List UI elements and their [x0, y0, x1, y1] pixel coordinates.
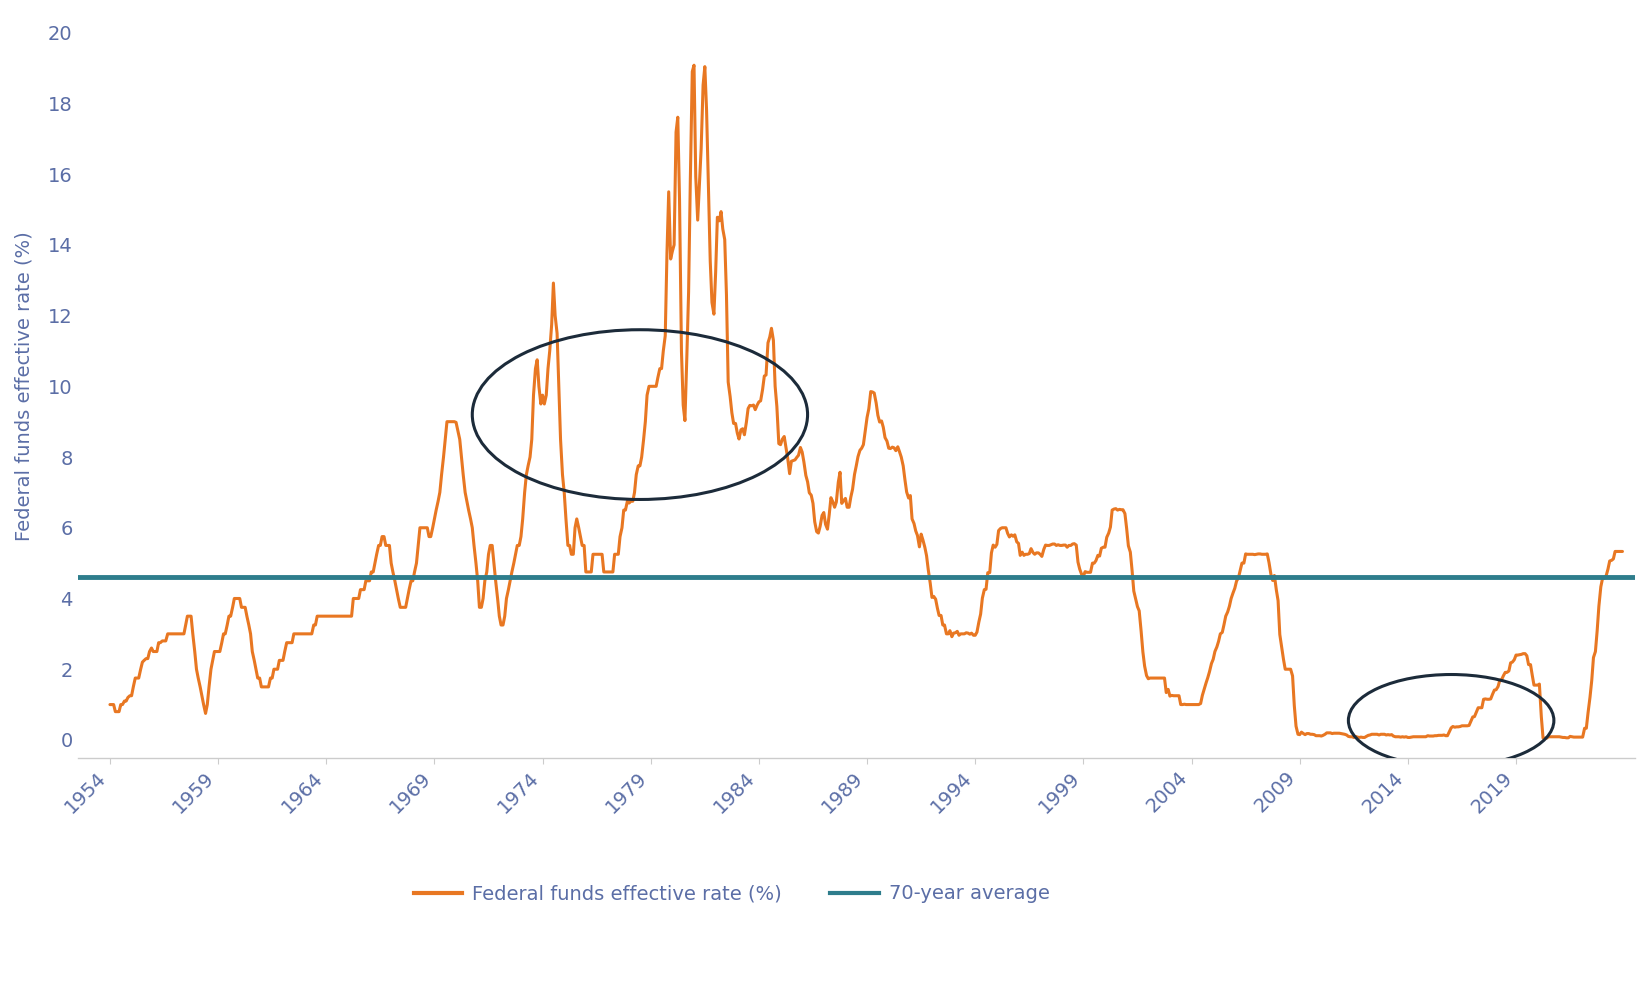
Y-axis label: Federal funds effective rate (%): Federal funds effective rate (%): [15, 232, 35, 542]
Legend: Federal funds effective rate (%), 70-year average: Federal funds effective rate (%), 70-yea…: [406, 877, 1058, 911]
